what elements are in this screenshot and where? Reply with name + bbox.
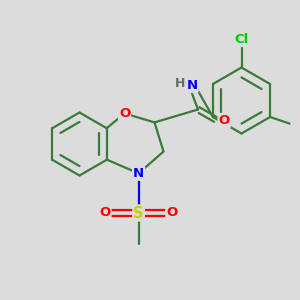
Text: S: S xyxy=(133,206,144,220)
Text: Cl: Cl xyxy=(234,33,249,46)
Text: O: O xyxy=(119,107,130,120)
Text: O: O xyxy=(99,206,111,220)
Text: O: O xyxy=(166,206,178,220)
Text: N: N xyxy=(133,167,144,180)
Text: O: O xyxy=(218,114,230,127)
Text: H: H xyxy=(175,77,185,90)
Text: N: N xyxy=(186,79,198,92)
